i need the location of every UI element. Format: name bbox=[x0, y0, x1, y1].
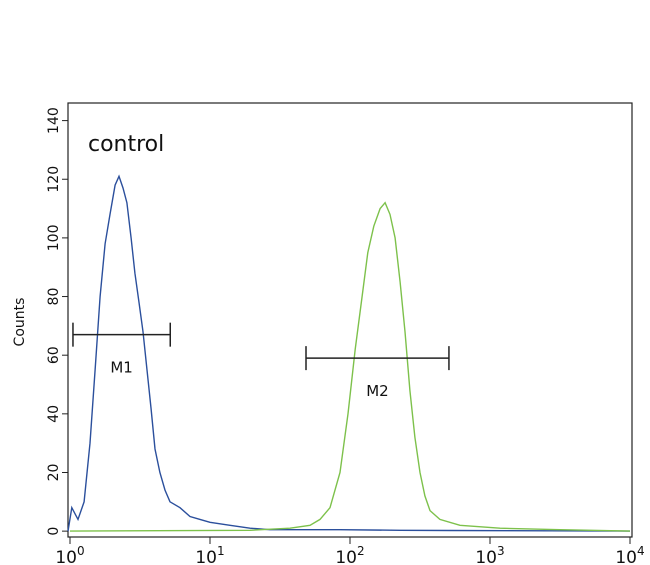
x-tick-label: 104 bbox=[615, 544, 644, 565]
x-tick-exponent: 4 bbox=[637, 544, 645, 558]
x-tick-label: 102 bbox=[335, 544, 364, 565]
y-tick-label: 100 bbox=[46, 225, 62, 252]
y-tick-label: 120 bbox=[46, 166, 62, 193]
x-tick-label: 101 bbox=[195, 544, 224, 565]
x-tick-base: 10 bbox=[195, 548, 217, 565]
y-tick-label: 60 bbox=[46, 346, 62, 364]
x-tick-exponent: 3 bbox=[497, 544, 505, 558]
marker-label: M1 bbox=[110, 359, 133, 377]
y-tick-label: 80 bbox=[46, 288, 62, 306]
x-tick-base: 10 bbox=[475, 548, 497, 565]
x-tick-exponent: 2 bbox=[357, 544, 365, 558]
histogram-line bbox=[67, 174, 631, 532]
x-tick-base: 10 bbox=[335, 548, 357, 565]
y-tick-label: 140 bbox=[46, 107, 62, 134]
y-tick-label: 0 bbox=[46, 527, 62, 536]
x-tick-exponent: 0 bbox=[77, 544, 85, 558]
histogram-line bbox=[69, 201, 631, 532]
x-tick-exponent: 1 bbox=[217, 544, 225, 558]
x-tick-base: 10 bbox=[615, 548, 637, 565]
annotation: control bbox=[88, 132, 164, 157]
y-tick-label: 40 bbox=[46, 405, 62, 423]
y-axis-label: Counts bbox=[12, 298, 28, 347]
x-tick-label: 100 bbox=[55, 544, 84, 565]
marker-label: M2 bbox=[366, 382, 389, 400]
y-tick-label: 20 bbox=[46, 464, 62, 482]
x-tick-base: 10 bbox=[55, 548, 77, 565]
x-tick-label: 103 bbox=[475, 544, 504, 565]
